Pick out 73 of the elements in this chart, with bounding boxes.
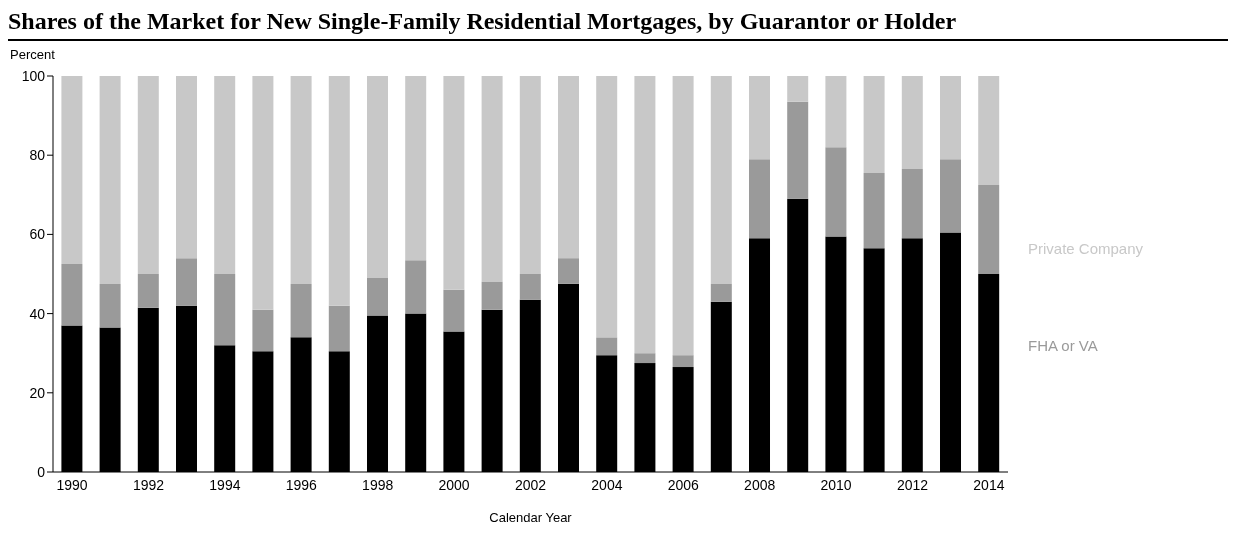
- bar: [901, 169, 923, 239]
- bar: [672, 76, 694, 356]
- bar: [634, 76, 656, 354]
- bar: [214, 76, 236, 274]
- bar: [61, 264, 83, 326]
- y-tick-label: 20: [29, 384, 46, 401]
- bar: [367, 76, 388, 278]
- bar: [443, 289, 465, 332]
- bar: [863, 173, 885, 249]
- bar: [176, 258, 197, 306]
- bar: [519, 274, 541, 300]
- x-tick-label: 1992: [132, 476, 165, 493]
- bar: [137, 274, 159, 308]
- bar: [863, 76, 885, 174]
- bar: [825, 76, 847, 148]
- bar: [61, 76, 83, 265]
- bar: [596, 76, 618, 338]
- x-tick-label: 2014: [973, 476, 1005, 493]
- bar: [710, 76, 732, 284]
- x-tick-label: 2010: [820, 476, 852, 493]
- x-tick-label: 2004: [591, 476, 623, 493]
- y-tick-label: 0: [37, 463, 46, 480]
- text: FHA or VA: [1028, 337, 1099, 354]
- bar: [367, 277, 388, 316]
- bar: [214, 274, 236, 346]
- bar: [940, 76, 961, 160]
- bar: [99, 283, 121, 328]
- bar: [328, 76, 350, 306]
- bar: [672, 355, 694, 368]
- bar: [176, 76, 197, 259]
- x-axis-title: Calendar Year: [489, 510, 573, 525]
- chart-title: Shares of the Market for New Single-Family Residential Mortgages, by Guarantor or Holder: [8, 8, 1228, 41]
- bar: [443, 76, 465, 290]
- bar: [481, 76, 503, 282]
- x-tick-label: 2008: [744, 476, 776, 493]
- y-tick-label: 80: [29, 147, 46, 164]
- bar: [787, 101, 809, 199]
- bar: [99, 76, 121, 284]
- x-tick-label: 2006: [667, 476, 700, 493]
- bar: [710, 283, 732, 302]
- x-tick-label: 1998: [362, 476, 394, 493]
- bar: [978, 184, 1000, 274]
- bar: [558, 76, 579, 259]
- bar: [596, 337, 618, 356]
- bar: [749, 76, 770, 160]
- x-tick-label: 2002: [514, 476, 547, 493]
- bar: [749, 159, 770, 239]
- y-tick-label: 40: [29, 305, 46, 322]
- bar: [787, 76, 809, 102]
- bar: [137, 76, 159, 274]
- bar: [290, 283, 312, 338]
- bar: [481, 281, 503, 310]
- bar: [328, 305, 350, 352]
- bar: [901, 76, 923, 170]
- bar: [519, 76, 541, 274]
- x-tick-label: 1996: [285, 476, 318, 493]
- y-axis-title: Percent: [10, 47, 56, 62]
- y-tick-label: 100: [21, 67, 46, 84]
- bar: [558, 258, 579, 284]
- bar: [405, 76, 427, 261]
- bar: [825, 147, 847, 237]
- x-tick-label: 1990: [56, 476, 88, 493]
- bar: [290, 76, 312, 284]
- bar: [252, 309, 274, 352]
- y-tick-label: 60: [29, 226, 46, 243]
- x-tick-label: 2000: [438, 476, 470, 493]
- bar: [634, 353, 656, 364]
- bar: [405, 260, 427, 314]
- x-tick-label: 2012: [896, 476, 929, 493]
- bar: [252, 76, 274, 310]
- x-tick-label: 1994: [209, 476, 241, 493]
- bar: [978, 76, 1000, 185]
- bar: [940, 159, 961, 233]
